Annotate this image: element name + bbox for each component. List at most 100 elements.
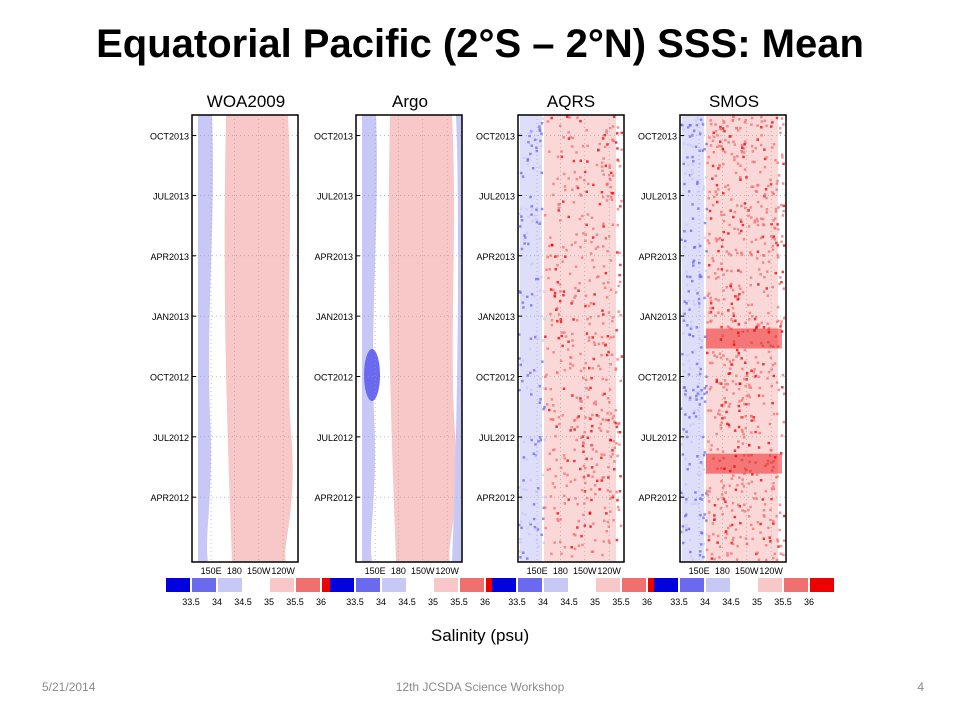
sss-pixel — [605, 378, 608, 381]
sss-pixel — [551, 193, 555, 197]
sss-pixel — [707, 535, 711, 538]
sss-pixel — [614, 368, 618, 371]
sss-pixel — [605, 296, 609, 299]
sss-pixel — [683, 246, 687, 249]
sss-pixel — [780, 281, 783, 284]
sss-pixel — [551, 244, 554, 247]
sss-pixel — [585, 190, 588, 194]
sss-pixel — [580, 488, 584, 492]
sss-pixel — [766, 462, 769, 466]
sss-pixel — [778, 127, 782, 130]
sss-pixel — [535, 539, 539, 542]
sss-pixel — [535, 149, 539, 153]
sss-pixel — [767, 370, 771, 374]
sss-pixel — [681, 453, 685, 456]
sss-pixel — [705, 142, 708, 146]
sss-pixel — [772, 143, 776, 146]
sss-pixel — [740, 151, 744, 154]
sss-pixel — [696, 502, 700, 506]
sss-pixel — [616, 251, 619, 254]
sss-pixel — [521, 301, 525, 304]
sss-pixel — [688, 538, 692, 542]
sss-pixel — [702, 453, 706, 457]
sss-pixel — [770, 223, 773, 226]
sss-pixel — [590, 377, 593, 380]
sss-pixel — [537, 337, 540, 341]
salinity-field — [198, 115, 293, 562]
sss-pixel — [737, 118, 741, 121]
sss-pixel — [778, 503, 782, 506]
sss-pixel — [537, 545, 540, 548]
y-tick-label: JUL2013 — [317, 191, 353, 201]
sss-pixel — [696, 182, 699, 186]
x-tick-label: 120W — [435, 566, 459, 576]
sss-pixel — [681, 530, 684, 534]
sss-pixel — [570, 546, 573, 549]
sss-pixel — [619, 313, 622, 317]
sss-pixel — [534, 335, 537, 339]
sss-pixel — [573, 478, 577, 481]
sss-pixel — [610, 198, 614, 201]
sss-pixel — [733, 156, 736, 159]
sss-pixel — [746, 329, 749, 333]
sss-pixel — [611, 125, 615, 128]
sss-pixel — [743, 377, 746, 381]
sss-pixel — [696, 180, 699, 184]
colorbar-swatch — [596, 578, 620, 592]
sss-pixel — [603, 286, 607, 290]
sss-pixel — [727, 423, 731, 427]
sss-pixel — [772, 235, 776, 238]
sss-pixel — [770, 487, 774, 491]
sss-pixel — [756, 425, 760, 429]
sss-pixel — [525, 488, 528, 491]
sss-pixel — [699, 275, 703, 278]
sss-pixel — [761, 394, 765, 398]
sss-pixel — [681, 352, 684, 356]
y-tick-label: JAN2013 — [640, 312, 677, 322]
sss-pixel — [525, 208, 529, 211]
sss-pixel — [538, 436, 542, 439]
sss-pixel — [525, 386, 529, 389]
sss-pixel — [615, 425, 619, 429]
sss-pixel — [620, 355, 624, 358]
sss-pixel — [765, 196, 768, 200]
sss-pixel — [545, 373, 548, 377]
sss-pixel — [743, 348, 747, 352]
sss-pixel — [732, 115, 735, 119]
sss-pixel — [706, 493, 710, 497]
sss-pixel — [519, 556, 522, 559]
sss-pixel — [709, 217, 713, 220]
sss-pixel — [539, 289, 542, 292]
sss-pixel — [750, 144, 754, 148]
sss-pixel — [608, 541, 611, 545]
sss-pixel — [749, 206, 752, 209]
sss-pixel — [542, 517, 545, 520]
sss-pixel — [541, 117, 545, 120]
sss-pixel — [608, 388, 612, 391]
x-tick-label: 150W — [573, 566, 597, 576]
sss-pixel — [737, 331, 740, 334]
colorbar-swatch — [356, 578, 380, 592]
sss-pixel — [683, 312, 686, 316]
sss-pixel — [612, 335, 615, 339]
sss-pixel — [763, 119, 767, 122]
sss-pixel — [720, 262, 723, 265]
sss-pixel — [760, 120, 764, 123]
sss-pixel — [563, 331, 566, 334]
sss-pixel — [750, 240, 753, 244]
sss-pixel — [522, 488, 525, 491]
sss-pixel — [556, 306, 559, 310]
sss-pixel — [714, 416, 717, 419]
sss-pixel — [535, 146, 538, 149]
sss-pixel — [739, 178, 742, 181]
sss-pixel — [714, 174, 718, 178]
x-tick-label: 180 — [715, 566, 730, 576]
sss-pixel — [766, 459, 770, 463]
sss-pixel — [570, 426, 574, 429]
sss-pixel — [703, 236, 706, 239]
sss-pixel — [731, 539, 734, 542]
sss-pixel — [707, 275, 710, 279]
sss-pixel — [781, 235, 784, 238]
sss-pixel — [777, 388, 781, 392]
sss-pixel — [525, 458, 529, 461]
